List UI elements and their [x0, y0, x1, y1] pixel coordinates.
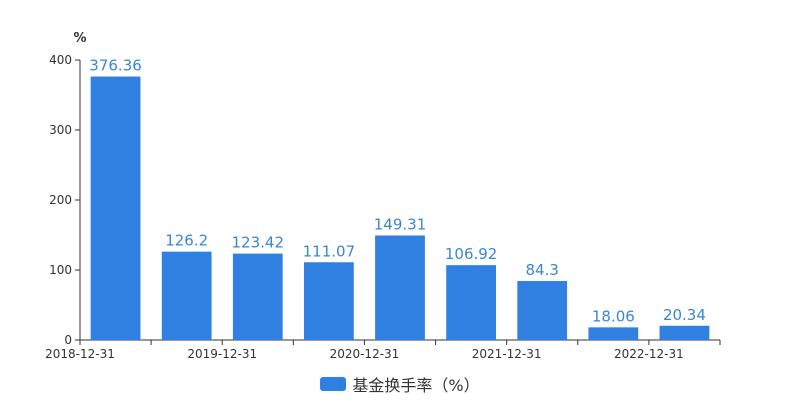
legend[interactable]: 基金换手率（%） — [0, 372, 800, 396]
x-tick-label: 2020-12-31 — [330, 347, 400, 361]
bar[interactable] — [446, 265, 496, 340]
bar-value-label: 126.2 — [165, 232, 208, 250]
x-tick-label: 2019-12-31 — [187, 347, 257, 361]
bar-value-label: 20.34 — [663, 306, 706, 324]
bar-value-label: 18.06 — [592, 307, 635, 325]
bar-value-label: 111.07 — [303, 242, 356, 260]
bar-value-label: 376.36 — [89, 57, 142, 75]
bar-value-label: 123.42 — [232, 234, 285, 252]
bar[interactable] — [659, 325, 710, 340]
bar-value-label: 84.3 — [526, 261, 559, 279]
y-tick-label: 400 — [49, 53, 72, 67]
bar[interactable] — [375, 235, 425, 340]
x-tick-label: 2022-12-31 — [614, 347, 684, 361]
data-labels: 376.36 126.2 123.42 111.07 149.31 106.92 84.3 1… — [89, 57, 706, 326]
y-axis-unit-label: % — [73, 31, 86, 46]
y-tick-label: 0 — [64, 333, 72, 347]
y-tick-label: 300 — [49, 123, 72, 137]
bar-series — [90, 76, 710, 340]
bar[interactable] — [588, 327, 639, 340]
bar[interactable] — [304, 262, 354, 340]
y-axis: 0 100 200 300 400 — [49, 53, 81, 347]
y-tick-label: 100 — [49, 263, 72, 277]
bar-value-label: 106.92 — [445, 245, 498, 263]
bar[interactable] — [517, 280, 568, 340]
bar[interactable] — [90, 76, 141, 340]
legend-label: 基金换手率（%） — [352, 376, 480, 395]
bar-value-label: 149.31 — [374, 215, 427, 233]
x-tick-label: 2021-12-31 — [472, 347, 542, 361]
x-axis: 2018-12-31 2019-12-31 2020-12-31 2021-12-31… — [45, 339, 721, 361]
bar[interactable] — [161, 251, 212, 340]
x-tick-label: 2018-12-31 — [45, 347, 115, 361]
y-tick-label: 200 — [49, 193, 72, 207]
bar[interactable] — [232, 253, 283, 340]
legend-swatch — [320, 377, 347, 391]
